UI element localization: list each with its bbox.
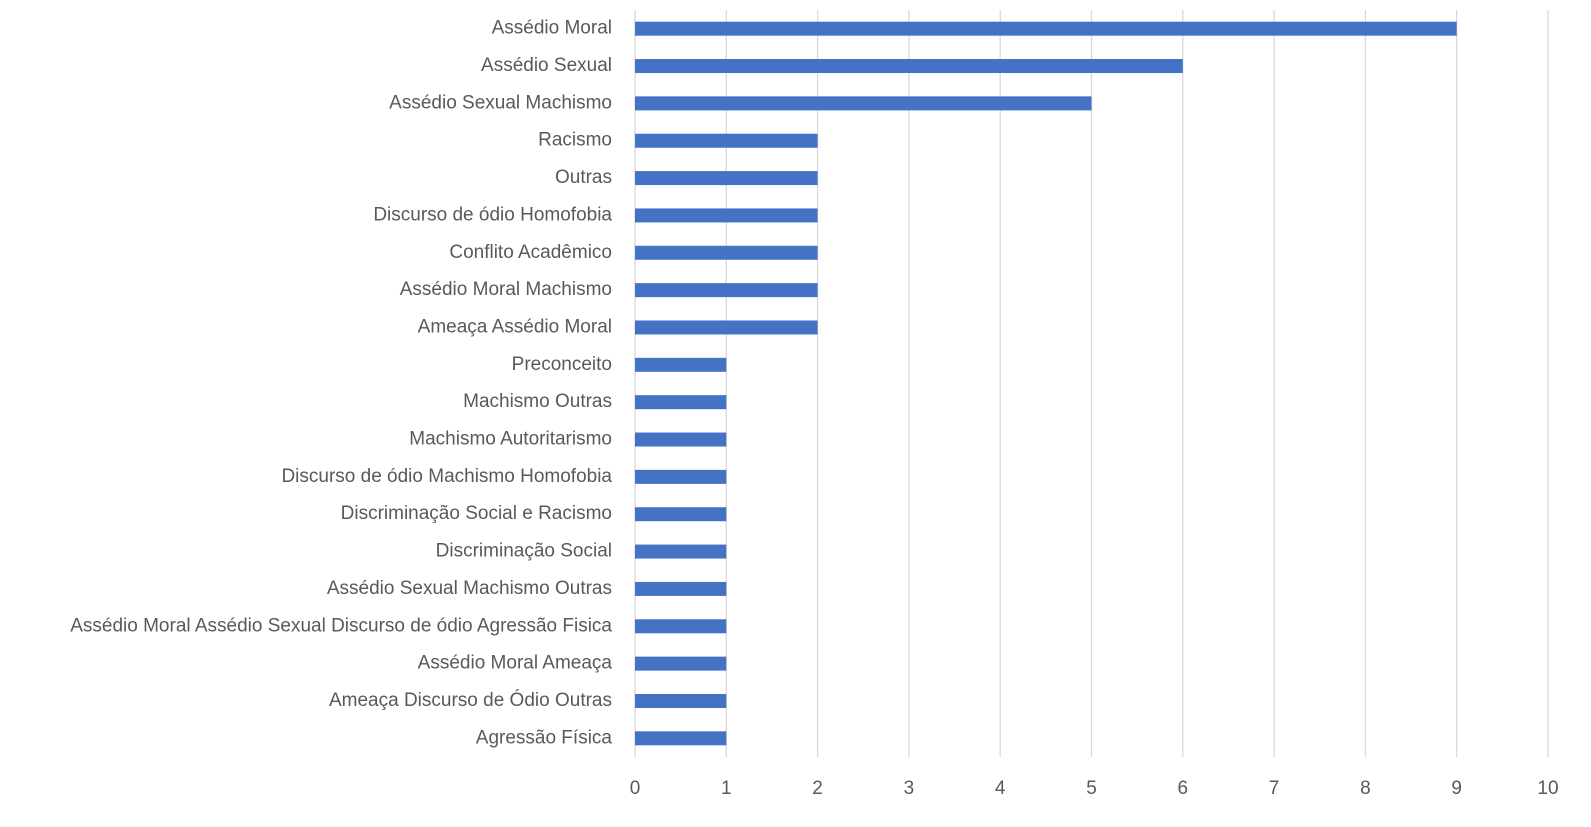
- y-tick-label: Machismo Outras: [463, 391, 612, 412]
- y-tick-label: Agressão Física: [476, 727, 613, 748]
- y-tick-label: Conflito Acadêmico: [449, 242, 612, 263]
- x-tick-label: 6: [1178, 778, 1189, 799]
- bar: [635, 283, 818, 298]
- y-tick-label: Assédio Sexual Machismo: [389, 92, 612, 113]
- y-tick-label: Discriminação Social e Racismo: [341, 503, 612, 524]
- x-tick-label: 7: [1269, 778, 1280, 799]
- y-tick-label: Assédio Moral Machismo: [400, 279, 612, 300]
- bar: [635, 507, 727, 522]
- bar: [635, 96, 1092, 111]
- x-tick-label: 5: [1086, 778, 1097, 799]
- bar: [635, 21, 1457, 36]
- y-tick-label: Ameaça Assédio Moral: [418, 316, 612, 337]
- y-tick-label: Assédio Moral Ameaça: [418, 653, 613, 674]
- bar: [635, 619, 727, 634]
- x-tick-label: 0: [630, 778, 641, 799]
- x-tick-label: 9: [1451, 778, 1462, 799]
- y-tick-label: Assédio Sexual Machismo Outras: [327, 578, 612, 599]
- bar: [635, 656, 727, 671]
- y-tick-label: Assédio Moral: [492, 18, 612, 39]
- x-tick-label: 4: [995, 778, 1006, 799]
- y-tick-label: Discurso de ódio Machismo Homofobia: [281, 466, 612, 487]
- bar: [635, 357, 727, 372]
- bar: [635, 133, 818, 148]
- bar: [635, 432, 727, 447]
- y-tick-label: Racismo: [538, 130, 612, 151]
- y-tick-label: Ameaça Discurso de Ódio Outras: [329, 689, 612, 711]
- bar: [635, 731, 727, 746]
- x-tick-label: 3: [904, 778, 915, 799]
- x-tick-label: 8: [1360, 778, 1371, 799]
- bar: [635, 171, 818, 186]
- bar: [635, 395, 727, 410]
- y-tick-label: Preconceito: [512, 354, 612, 375]
- y-tick-label: Discriminação Social: [436, 541, 612, 562]
- y-tick-label: Assédio Sexual: [481, 55, 612, 76]
- bar: [635, 245, 818, 260]
- y-tick-label: Discurso de ódio Homofobia: [373, 204, 612, 225]
- x-tick-label: 1: [721, 778, 732, 799]
- y-tick-label: Outras: [555, 167, 612, 188]
- x-tick-label: 10: [1537, 778, 1558, 799]
- bar: [635, 581, 727, 596]
- bar: [635, 693, 727, 708]
- x-tick-label: 2: [812, 778, 823, 799]
- bar: [635, 544, 727, 559]
- y-tick-label: Assédio Moral Assédio Sexual Discurso de…: [70, 615, 612, 636]
- bar: [635, 320, 818, 335]
- bar: [635, 59, 1183, 74]
- bar: [635, 208, 818, 223]
- y-tick-label: Machismo Autoritarismo: [409, 429, 612, 450]
- bar: [635, 469, 727, 484]
